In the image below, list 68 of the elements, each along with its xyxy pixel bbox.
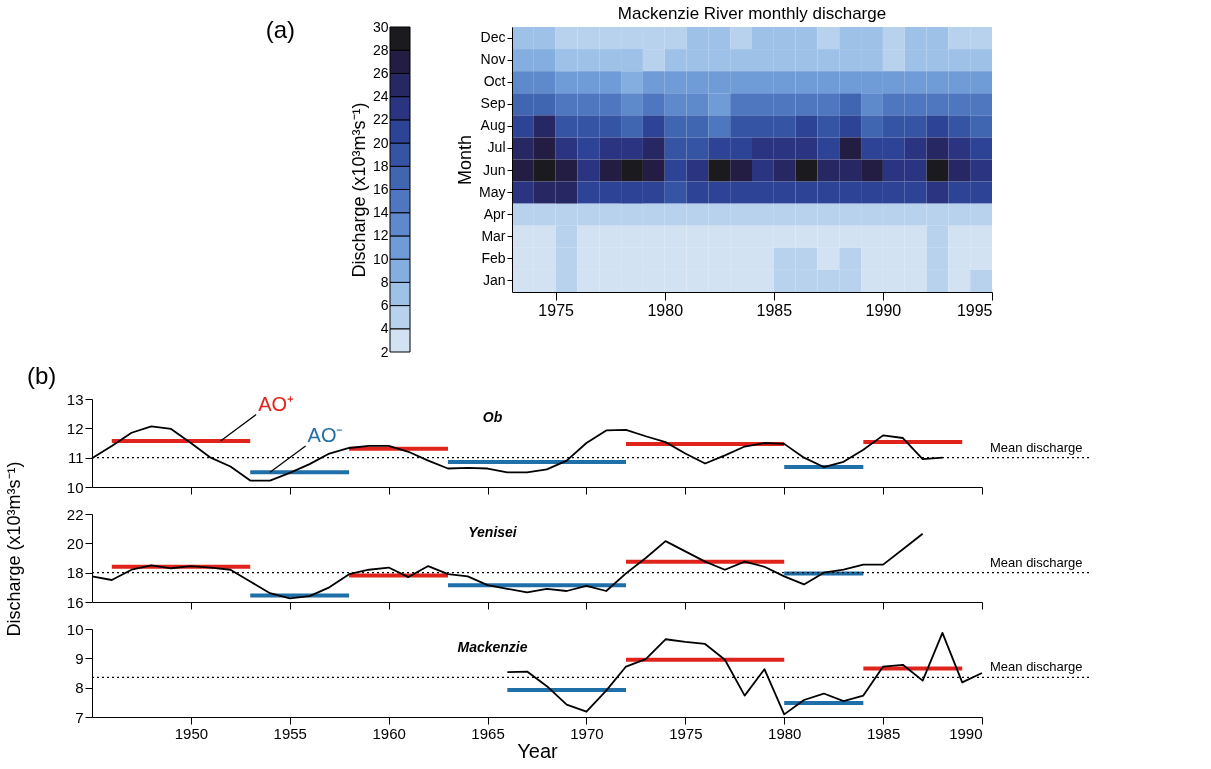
color-bar-label: 28	[372, 41, 389, 58]
color-bar-label: 10	[372, 250, 389, 267]
annotation: Ob	[482, 409, 503, 425]
color-bar-label: 2	[380, 343, 389, 360]
x-tick-label: 1970	[570, 724, 604, 742]
y-tick-label: Feb	[481, 249, 506, 266]
color-bar-title: Discharge (x10³m³s⁻¹)	[348, 102, 369, 278]
y-tick-label: Oct	[483, 73, 506, 90]
annotation: AO⁻	[307, 423, 344, 446]
chart-title: Mackenzie River monthly discharge	[617, 4, 887, 23]
y-tick-label: 22	[66, 505, 84, 523]
y-tick-label: Nov	[480, 51, 506, 68]
color-bar-label: 6	[380, 297, 389, 314]
x-tick-label: 1955	[273, 724, 307, 742]
annotation: AO⁺	[258, 392, 295, 415]
y-tick-label: 20	[66, 534, 84, 552]
x-tick-label: 1965	[471, 724, 505, 742]
y-tick-label: Jan	[482, 271, 506, 288]
color-bar-label: 14	[372, 204, 389, 221]
text: (b)	[27, 362, 57, 389]
color-bar-label: 20	[372, 134, 389, 151]
ref-line-label: Mean discharge	[990, 554, 1083, 570]
color-bar-label: 30	[372, 18, 389, 35]
x-tick-label: 1980	[768, 724, 802, 742]
x-tick-label: 1990	[949, 724, 983, 742]
color-bar-label: 26	[372, 64, 389, 81]
color-bar-label: 4	[380, 320, 389, 337]
y-tick-label: Apr	[483, 205, 506, 222]
y-tick-label: 11	[67, 449, 84, 467]
color-bar-label: 8	[380, 273, 389, 290]
y-axis-title: Month	[455, 134, 476, 186]
y-tick-label: 18	[66, 564, 84, 582]
y-tick-label: Sep	[480, 95, 506, 112]
y-tick-label: 13	[66, 390, 84, 408]
color-bar-label: 24	[372, 88, 389, 105]
x-tick-label: 1975	[538, 301, 575, 319]
y-tick-label: Aug	[480, 117, 506, 134]
annotation: Yenisei	[468, 524, 518, 540]
color-bar-label: 12	[372, 227, 389, 244]
y-tick-label: Dec	[480, 29, 506, 46]
y-tick-label: 10	[66, 478, 84, 496]
ref-line-label: Mean discharge	[990, 659, 1083, 675]
y-tick-label: 12	[66, 419, 84, 437]
x-tick-label: 1960	[372, 724, 406, 742]
x-tick-label: 1995	[956, 301, 993, 319]
x-axis-title: Year	[517, 739, 559, 762]
x-tick-label: 1975	[669, 724, 703, 742]
annotation: Mackenzie	[457, 639, 528, 655]
x-tick-label: 1980	[647, 301, 684, 319]
y-tick-label: Jun	[482, 161, 506, 178]
x-tick-label: 1985	[756, 301, 793, 319]
color-bar-label: 18	[372, 157, 389, 174]
y-tick-label: 8	[75, 679, 84, 697]
x-tick-label: 1990	[865, 301, 902, 319]
color-bar-label: 22	[372, 111, 389, 128]
y-tick-label: Mar	[481, 227, 506, 244]
y-axis-title: Discharge (x10³m³s⁻¹)	[4, 461, 24, 637]
y-tick-label: 16	[66, 593, 84, 611]
text: (a)	[265, 16, 295, 43]
y-tick-label: Jul	[487, 139, 506, 156]
ref-line-label: Mean discharge	[990, 439, 1083, 455]
color-bar-label: 16	[372, 181, 389, 197]
y-tick-label: 7	[75, 708, 84, 726]
y-tick-label: 10	[66, 620, 84, 638]
y-tick-label: 9	[75, 649, 84, 667]
y-tick-label: May	[479, 183, 506, 200]
x-tick-label: 1985	[866, 724, 901, 742]
x-tick-label: 1950	[174, 724, 209, 742]
